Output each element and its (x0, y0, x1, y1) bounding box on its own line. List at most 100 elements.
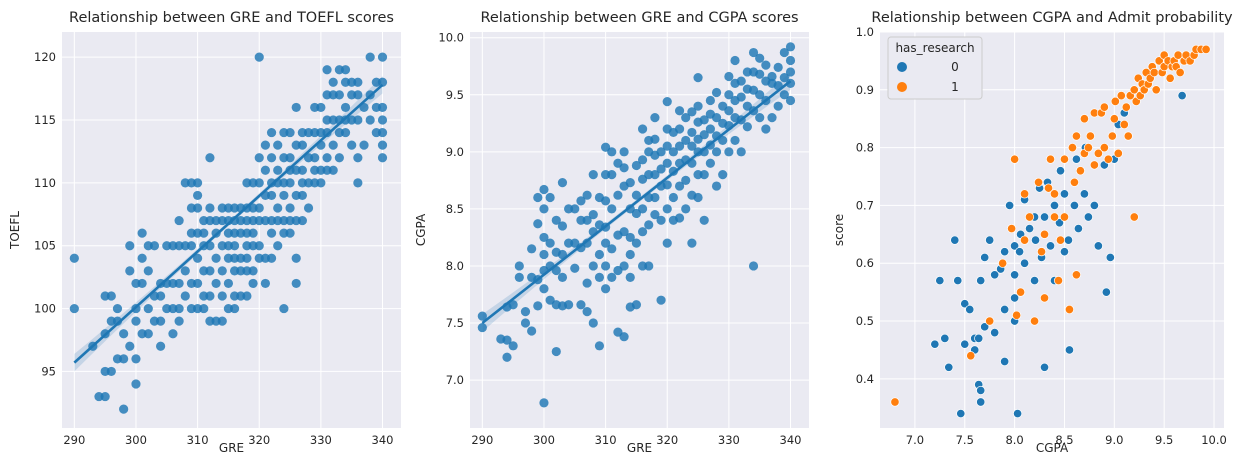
data-point-research-1 (1045, 154, 1056, 164)
data-point (266, 153, 277, 163)
data-point (557, 178, 568, 188)
chart-title-cgpa-admit: Relationship between CGPA and Admit prob… (871, 10, 1233, 26)
data-point-research-1 (1049, 189, 1060, 199)
data-point (601, 261, 611, 271)
data-point (359, 140, 369, 150)
data-point (106, 366, 116, 377)
data-point-research-0 (1015, 247, 1025, 257)
data-point-research-1 (1151, 85, 1161, 95)
data-point (699, 115, 709, 125)
data-point (779, 90, 789, 100)
y-tick-label: 0.5 (856, 314, 874, 328)
data-point (650, 134, 660, 144)
data-point (674, 124, 685, 134)
data-point (619, 163, 629, 173)
data-point (69, 253, 79, 263)
data-point-research-1 (1007, 224, 1017, 234)
data-point (761, 124, 771, 134)
data-point (322, 153, 332, 163)
data-point (631, 160, 642, 171)
data-point (297, 215, 307, 226)
data-point (285, 178, 295, 188)
data-point (637, 227, 648, 237)
chart-title-gre-cgpa: Relationship between GRE and CGPA scores (480, 10, 798, 26)
x-tick-label: 8.0 (1005, 433, 1023, 447)
data-point (582, 306, 592, 317)
y-tick-label: 105 (34, 239, 56, 253)
data-point (242, 253, 252, 263)
data-point (340, 65, 351, 75)
x-tick-label: 310 (187, 433, 209, 447)
data-point (527, 244, 537, 254)
data-point (193, 253, 203, 263)
data-point (779, 47, 789, 58)
points-gre-toefl (69, 52, 388, 414)
data-point (681, 204, 691, 214)
data-point (248, 266, 258, 276)
x-tick-label: 8.5 (1055, 433, 1073, 447)
data-point (279, 303, 289, 314)
data-point-research-1 (1075, 166, 1085, 176)
y-tick-label: 110 (34, 176, 56, 190)
data-point (724, 71, 734, 82)
data-point (570, 263, 580, 273)
data-point (625, 178, 635, 188)
data-point (705, 124, 715, 134)
data-point (502, 335, 512, 345)
data-point (377, 115, 388, 125)
data-point (533, 192, 543, 203)
data-point (650, 209, 660, 220)
data-point (662, 204, 672, 214)
data-point-research-0 (974, 333, 984, 343)
data-point (260, 278, 270, 289)
data-point (377, 52, 388, 62)
data-point (724, 147, 734, 157)
data-point (564, 300, 574, 310)
data-point (724, 106, 734, 116)
data-point-research-0 (1030, 235, 1041, 245)
data-point (266, 253, 277, 263)
data-point (328, 77, 338, 87)
x-tick-label: 290 (471, 433, 493, 447)
data-point (588, 170, 598, 180)
x-axis-label-gre-cgpa: GRE (627, 441, 652, 455)
data-point (260, 165, 270, 175)
data-point (539, 398, 549, 408)
data-point (533, 219, 543, 229)
data-point (681, 135, 691, 146)
data-point-research-0 (985, 235, 995, 245)
data-point (137, 253, 147, 263)
data-point (199, 303, 209, 314)
y-tick-label: 0.7 (856, 198, 874, 212)
y-tick-label: 10.0 (438, 31, 464, 45)
data-point (514, 272, 524, 282)
data-point (693, 101, 703, 111)
data-point (711, 87, 722, 98)
data-point (687, 141, 697, 151)
data-point-research-1 (1039, 293, 1050, 303)
data-point-research-0 (1055, 166, 1066, 176)
data-point (644, 220, 654, 230)
data-point (619, 332, 629, 342)
data-point (174, 316, 184, 326)
data-point-research-1 (1123, 131, 1133, 141)
y-ticks-cgpa-admit: 0.4 0.5 0.6 0.7 0.8 0.9 1.0 (856, 25, 874, 386)
data-point-research-0 (1064, 345, 1074, 355)
data-point-research-0 (953, 276, 963, 286)
x-tick-label: 290 (63, 433, 85, 447)
data-point (156, 316, 166, 326)
y-tick-label: 1.0 (856, 25, 874, 39)
data-point (607, 244, 617, 254)
data-point-research-0 (990, 270, 1000, 280)
data-point (625, 272, 635, 282)
data-point (229, 303, 240, 314)
chart-title-gre-toefl: Relationship between GRE and TOEFL score… (69, 10, 394, 26)
data-point-research-0 (944, 362, 954, 372)
data-point-research-1 (1121, 102, 1131, 112)
data-point (377, 127, 388, 138)
y-tick-label: 0.9 (856, 83, 874, 97)
data-point (334, 90, 344, 100)
data-point (260, 140, 270, 150)
regression-line (481, 80, 792, 325)
data-point (687, 107, 697, 117)
